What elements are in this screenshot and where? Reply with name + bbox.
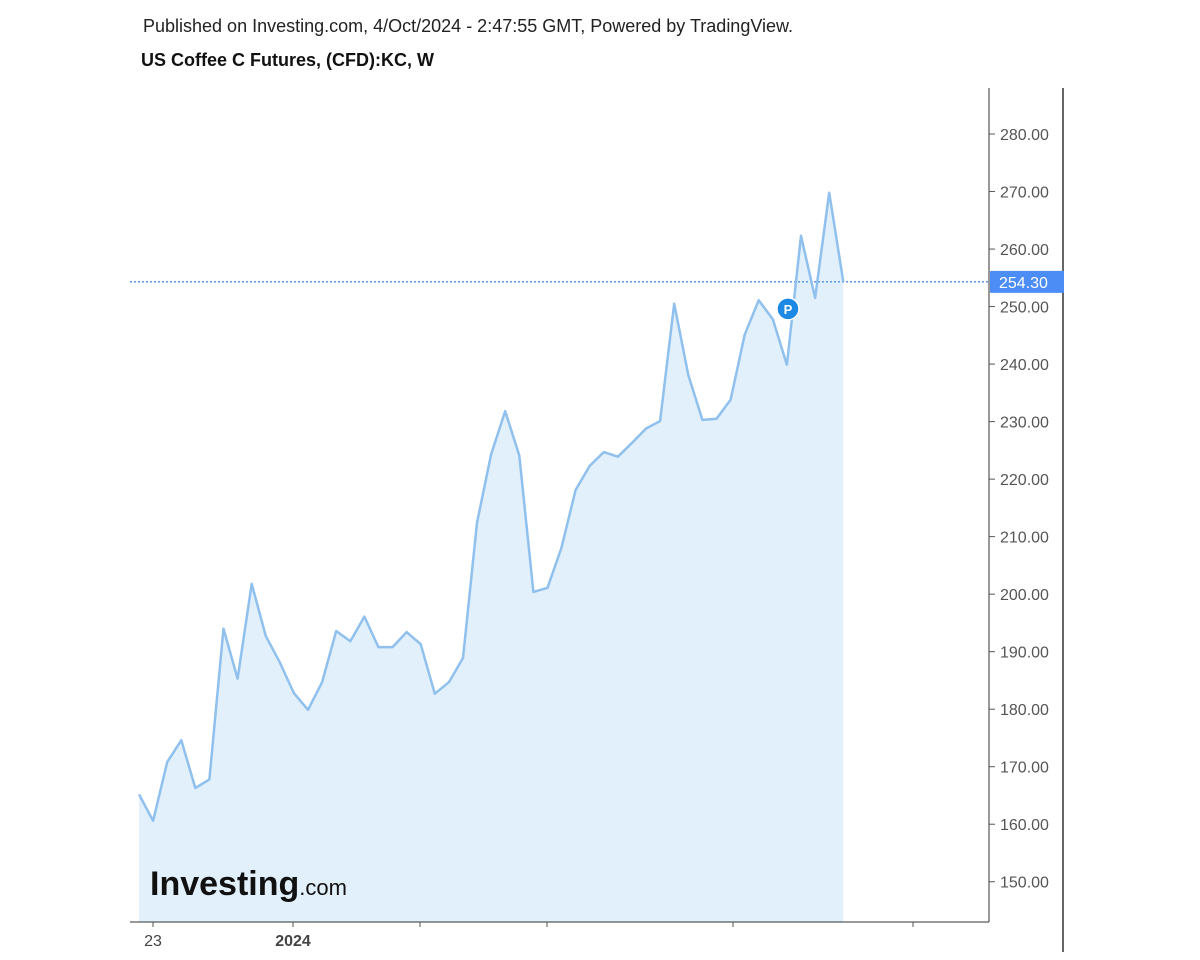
area-layer bbox=[139, 192, 844, 922]
data-point bbox=[334, 629, 338, 633]
data-point bbox=[503, 409, 507, 413]
y-tick-label: 180.00 bbox=[1000, 702, 1049, 719]
data-point bbox=[799, 234, 803, 238]
series-line bbox=[137, 191, 845, 823]
data-point bbox=[236, 677, 240, 681]
data-point bbox=[264, 634, 268, 638]
p-marker-label: P bbox=[784, 302, 793, 317]
published-note: Published on Investing.com, 4/Oct/2024 -… bbox=[143, 16, 794, 36]
last-price-badge: 254.30 bbox=[990, 270, 1064, 293]
logo-suffix: .com bbox=[299, 875, 347, 900]
data-point bbox=[348, 639, 352, 643]
data-point bbox=[489, 452, 493, 456]
data-point bbox=[729, 398, 733, 402]
y-tick-label: 270.00 bbox=[1000, 185, 1049, 202]
x-tick-label: 23 bbox=[144, 933, 162, 950]
data-point bbox=[658, 419, 662, 423]
data-point bbox=[165, 760, 169, 764]
data-point bbox=[602, 450, 606, 454]
y-tick-label: 190.00 bbox=[1000, 645, 1049, 662]
data-point bbox=[785, 363, 789, 367]
last-price-value: 254.30 bbox=[999, 275, 1048, 292]
data-point bbox=[447, 680, 451, 684]
data-point bbox=[376, 645, 380, 649]
data-point bbox=[250, 582, 254, 586]
data-point bbox=[588, 464, 592, 468]
y-tick-label: 230.00 bbox=[1000, 415, 1049, 432]
data-point bbox=[841, 280, 845, 284]
p-marker-circle bbox=[776, 297, 800, 321]
data-point bbox=[433, 692, 437, 696]
data-point bbox=[743, 333, 747, 337]
data-point bbox=[179, 738, 183, 742]
data-point bbox=[813, 296, 817, 300]
y-tick-label: 260.00 bbox=[1000, 242, 1049, 259]
p-marker-icon[interactable]: P bbox=[776, 297, 800, 321]
investing-logo: Investing.com bbox=[150, 865, 347, 903]
data-point bbox=[207, 777, 211, 781]
data-point bbox=[306, 708, 310, 712]
x-tick-label: 2024 bbox=[275, 933, 311, 950]
y-tick-label: 210.00 bbox=[1000, 530, 1049, 547]
data-point bbox=[531, 590, 535, 594]
data-point bbox=[700, 418, 704, 422]
x-axis: 23 2024 bbox=[144, 922, 914, 950]
last-price-badge-bg bbox=[990, 270, 1064, 293]
data-point bbox=[560, 546, 564, 550]
data-point bbox=[686, 373, 690, 377]
data-point bbox=[475, 521, 479, 525]
data-point bbox=[644, 427, 648, 431]
chart-title: US Coffee C Futures, (CFD):KC, W bbox=[141, 50, 434, 70]
svg-text:Investing.com: Investing.com bbox=[150, 865, 347, 903]
data-point bbox=[771, 317, 775, 321]
y-axis: 280.00 270.00 260.00 250.00 240.00 230.00 220.… bbox=[989, 127, 1049, 892]
data-point bbox=[616, 455, 620, 459]
data-point bbox=[151, 819, 155, 823]
data-point bbox=[517, 454, 521, 458]
line-layer bbox=[137, 191, 845, 823]
y-tick-label: 200.00 bbox=[1000, 587, 1049, 604]
data-point bbox=[715, 417, 719, 421]
data-point bbox=[419, 642, 423, 646]
data-point bbox=[827, 191, 831, 195]
logo-main: Investing bbox=[150, 865, 299, 903]
data-point bbox=[391, 645, 395, 649]
y-tick-label: 170.00 bbox=[1000, 760, 1049, 777]
data-point bbox=[546, 586, 550, 590]
y-tick-label: 240.00 bbox=[1000, 357, 1049, 374]
data-point bbox=[757, 298, 761, 302]
data-point bbox=[320, 680, 324, 684]
data-point bbox=[405, 630, 409, 634]
data-point bbox=[193, 786, 197, 790]
area-fill bbox=[139, 192, 844, 922]
data-point bbox=[461, 656, 465, 660]
data-point bbox=[574, 488, 578, 492]
y-tick-label: 220.00 bbox=[1000, 472, 1049, 489]
data-point bbox=[222, 627, 226, 631]
y-tick-label: 160.00 bbox=[1000, 817, 1049, 834]
data-point bbox=[362, 615, 366, 619]
y-tick-label: 280.00 bbox=[1000, 127, 1049, 144]
data-point bbox=[672, 302, 676, 306]
data-point bbox=[137, 792, 141, 796]
data-point bbox=[292, 691, 296, 695]
data-point bbox=[278, 661, 282, 665]
y-tick-label: 250.00 bbox=[1000, 300, 1049, 317]
data-point bbox=[630, 441, 634, 445]
y-tick-label: 150.00 bbox=[1000, 875, 1049, 892]
